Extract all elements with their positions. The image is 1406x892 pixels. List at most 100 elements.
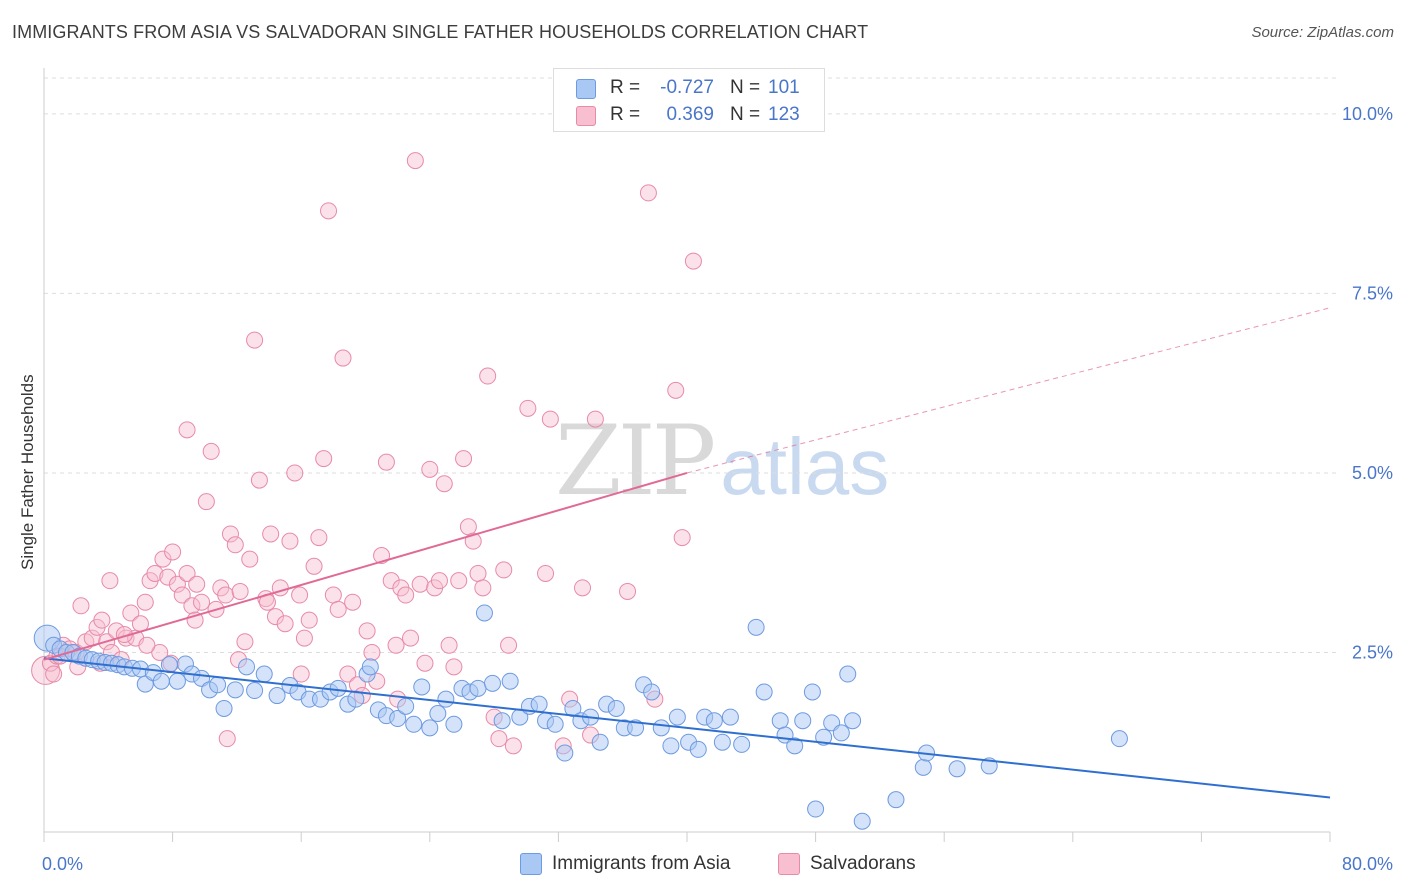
- immigrants-point: [556, 744, 574, 762]
- salvadorans-point: [387, 636, 405, 654]
- bottom-legend-swatch-pink: [778, 853, 800, 875]
- immigrants-point: [397, 697, 415, 715]
- salvadorans-point: [221, 525, 239, 543]
- immigrants-point: [844, 712, 862, 730]
- immigrants-point: [483, 674, 501, 692]
- watermark-zip: ZIP: [555, 405, 716, 517]
- immigrants-point: [832, 724, 850, 742]
- salvadorans-point: [183, 597, 201, 615]
- salvadorans-point: [292, 665, 310, 683]
- salvadorans-point: [586, 410, 604, 428]
- x-tick-label-min: 0.0%: [42, 854, 83, 874]
- salvadorans-point: [197, 493, 215, 511]
- immigrants-point: [755, 683, 773, 701]
- salvadorans-point: [310, 529, 328, 547]
- immigrants-point: [1110, 730, 1128, 748]
- salvadorans-point: [305, 557, 323, 575]
- immigrants-point: [226, 681, 244, 699]
- immigrants-point: [914, 758, 932, 776]
- immigrants-point: [329, 679, 347, 697]
- salvadorans-point: [300, 611, 318, 629]
- immigrants-point: [136, 675, 154, 693]
- salvadorans-point: [411, 575, 429, 593]
- salvadorans-point: [324, 586, 342, 604]
- immigrants-point: [733, 735, 751, 753]
- salvadorans-point: [667, 381, 685, 399]
- salvadorans-point: [541, 410, 559, 428]
- watermark-atlas: atlas: [720, 422, 890, 511]
- immigrants-point: [209, 676, 227, 694]
- immigrants-point: [887, 791, 905, 809]
- salvadorans-point: [266, 608, 284, 626]
- salvadorans-point: [122, 604, 140, 622]
- watermark: ZIP atlas: [555, 405, 889, 517]
- x-tick-label-max: 80.0%: [1342, 854, 1393, 874]
- trend-lines: [43, 307, 1331, 799]
- salvadorans-point: [217, 586, 235, 604]
- series-salvadorans: [31, 152, 702, 755]
- salvadorans-point: [320, 202, 338, 220]
- chart-title: IMMIGRANTS FROM ASIA VS SALVADORAN SINGL…: [12, 22, 869, 42]
- immigrants-point: [705, 712, 723, 730]
- salvadorans-point: [138, 636, 156, 654]
- legend-n-value: 101: [768, 77, 800, 98]
- salvadorans-point: [250, 471, 268, 489]
- legend-r-label: R =: [610, 104, 641, 125]
- immigrants-point: [546, 715, 564, 733]
- immigrants-point: [662, 737, 680, 755]
- salvadorans-point: [469, 564, 487, 582]
- salvadorans-point: [151, 643, 169, 661]
- immigrants-point: [652, 719, 670, 737]
- salvadorans-point: [504, 737, 522, 755]
- salvadorans-point: [402, 629, 420, 647]
- salvadorans-point: [146, 564, 164, 582]
- immigrants-point: [361, 658, 379, 676]
- immigrants-point: [771, 712, 789, 730]
- immigrants-point: [530, 695, 548, 713]
- salvadorans-point: [639, 184, 657, 202]
- salvadorans-point: [363, 643, 381, 661]
- bottom-legend-label: Immigrants from Asia: [552, 853, 731, 874]
- immigrants-point: [493, 712, 511, 730]
- salvadorans-point: [450, 572, 468, 590]
- salvadorans-point: [295, 629, 313, 647]
- bottom-legend-swatch-blue: [520, 853, 542, 875]
- salvadorans-point: [159, 568, 177, 586]
- salvadorans-point: [397, 586, 415, 604]
- salvadorans-point: [193, 593, 211, 611]
- salvadorans-point: [281, 532, 299, 550]
- immigrants-point: [627, 719, 645, 737]
- immigrants-point: [405, 715, 423, 733]
- immigrants-point: [421, 719, 439, 737]
- y-tick-label: 7.5%: [1352, 283, 1393, 303]
- salvadorans-point: [276, 615, 294, 633]
- immigrants-point: [607, 699, 625, 717]
- salvadorans-point: [459, 518, 477, 536]
- immigrants-point: [948, 760, 966, 778]
- legend-r-value: -0.727: [660, 77, 714, 98]
- salvadorans-point: [430, 572, 448, 590]
- trend-line-immigrants: [43, 657, 1331, 799]
- salvadorans-point: [673, 529, 691, 547]
- salvadorans-point: [202, 442, 220, 460]
- immigrants-point: [689, 740, 707, 758]
- salvadorans-point: [474, 579, 492, 597]
- salvadorans-point: [435, 475, 453, 493]
- legend-swatch-blue: [576, 79, 596, 99]
- salvadorans-point: [168, 575, 186, 593]
- correlation-legend: R = -0.727 N = 101 R = 0.369 N = 123: [553, 68, 825, 132]
- immigrants-point: [591, 733, 609, 751]
- trend-line-salvadorans: [43, 471, 688, 661]
- salvadorans-point: [136, 593, 154, 611]
- salvadorans-point: [490, 730, 508, 748]
- immigrants-point: [747, 618, 765, 636]
- immigrants-point: [803, 683, 821, 701]
- salvadorans-point: [440, 636, 458, 654]
- legend-swatch-pink: [576, 106, 596, 126]
- immigrants-point: [839, 665, 857, 683]
- salvadorans-point: [246, 331, 264, 349]
- immigrants-point: [268, 687, 286, 705]
- grid-lines: [44, 77, 1338, 653]
- salvadorans-point: [72, 597, 90, 615]
